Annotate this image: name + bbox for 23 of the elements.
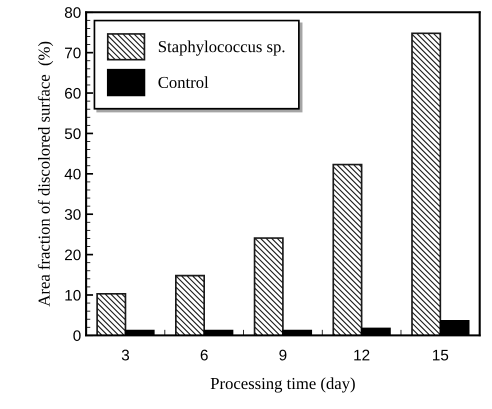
- bar: [254, 237, 284, 336]
- y-tick-label: 30: [64, 209, 81, 220]
- x-tick-label: 12: [354, 350, 370, 360]
- bar: [96, 292, 126, 336]
- y-tick-label: 50: [64, 128, 81, 140]
- x-tick-label: 3: [122, 350, 130, 360]
- bar: [332, 164, 362, 336]
- bar: [411, 32, 442, 336]
- y-tick-label: 10: [65, 290, 81, 301]
- y-tick-label: 40: [64, 168, 81, 180]
- x-tick-label: 6: [200, 350, 208, 360]
- x-tick-label: 9: [279, 350, 286, 360]
- y-tick-label: 60: [65, 88, 81, 99]
- legend-label: Control: [158, 76, 208, 88]
- bar: [175, 274, 206, 336]
- y-tick-label: 70: [65, 48, 81, 58]
- y-tick-label: 20: [65, 249, 81, 260]
- y-tick-label: 0: [73, 330, 81, 342]
- x-tick-label: 15: [433, 350, 448, 360]
- legend-label: Staphylococcus sp.: [158, 40, 284, 56]
- x-axis-title: Processing time (day): [210, 377, 355, 393]
- y-axis-title: Area fraction of discolored surface (%): [38, 42, 54, 306]
- y-tick-label: 80: [64, 7, 81, 18]
